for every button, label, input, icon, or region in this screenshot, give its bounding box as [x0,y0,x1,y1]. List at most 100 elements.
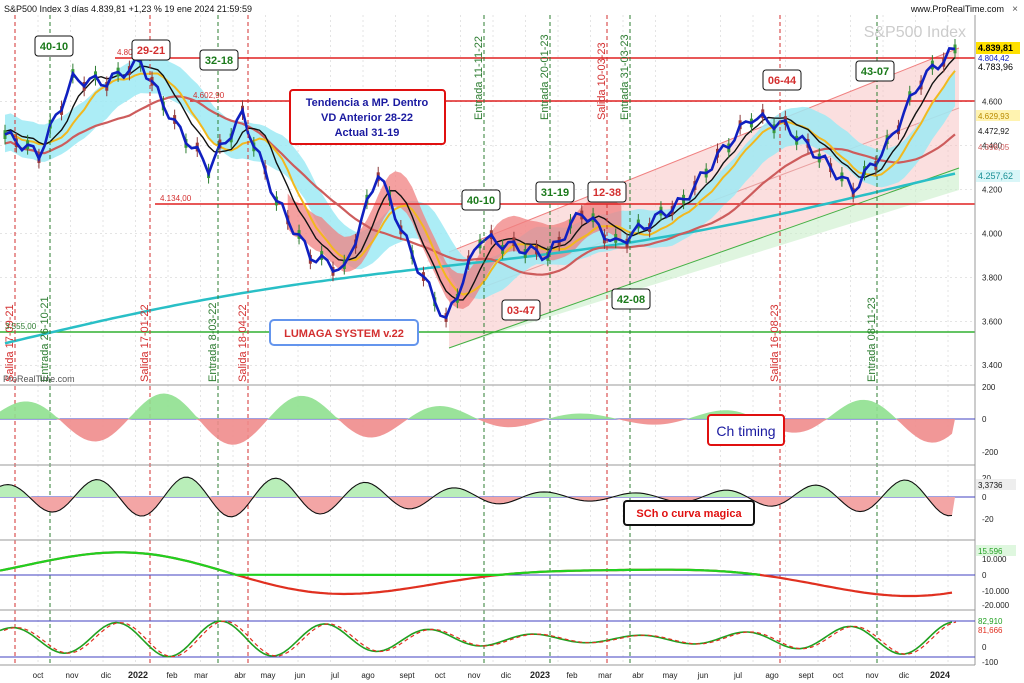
signal-label: Salida 18-04-22 [237,304,249,382]
signal-tag: 31-19 [541,187,569,199]
price-close: 4.783,96 [978,62,1013,72]
y-tick-label: 20 [982,474,991,483]
y-tick-label: 0 [982,571,987,580]
labels: S&P500 Index 3 días 4.839,81 +1,23 % 19 … [3,4,1020,680]
x-tick-label: dic [501,671,511,680]
signal-tag-box [611,288,651,310]
x-tick-label: jul [330,671,339,680]
sub-panels [0,15,976,666]
kijun-line [4,57,956,301]
p4-line-dash [3,620,957,658]
trend-textbox: Tendencia a MP. Dentro VD Anterior 28-22… [289,89,446,145]
y-tick-label: -20.000 [982,601,1010,610]
x-tick-label: sept [399,671,415,680]
signal-label: Salida 17-01-22 [139,304,151,382]
x-tick-label: oct [833,671,844,680]
x-tick-label: ago [361,671,375,680]
signal-tag-box [587,181,627,203]
y-tick-label: -10.000 [982,587,1010,596]
y-tick-label: 0 [982,493,987,502]
signal-tag: 06-44 [768,75,797,87]
y-tick-label: 3.400 [982,361,1003,370]
ma-slow-line [4,172,956,345]
signal-tag: 12-38 [593,187,621,199]
x-tick-label: sept [798,671,814,680]
signal-label: Entrada 08-11-23 [866,297,878,382]
y-tick-label: -200 [982,448,999,457]
timing-label: Ch timing [716,423,775,439]
signal-tag: 32-18 [205,55,233,67]
timing-label-box: Ch timing [707,414,785,446]
sch-line [0,476,953,518]
x-tick-label: jun [697,671,709,680]
y-tick-label: 4.200 [982,186,1003,195]
p3-line-green [0,551,761,577]
price-ma200: 4.257,62 [978,171,1013,181]
x-tick-label: dic [101,671,111,680]
x-tick-label: abr [632,671,644,680]
candle-body [953,44,957,54]
signal-tag-box [199,49,239,71]
x-tick-label: mar [194,671,208,680]
trend-line-3: Actual 31-19 [335,127,400,139]
signal-label: Entrada 8-03-22 [207,303,219,383]
x-tick-label: oct [33,671,44,680]
y-tick-label: -100 [982,658,999,667]
p4-value-1: 82,910 [978,617,1003,626]
signal-tag-box [855,60,895,82]
timing-negative-area [0,419,955,445]
y-ticks: 4.6004.4004.2004.0003.8003.6003.4002000-… [982,98,1010,667]
price-p3: 4.398,05 [978,143,1010,152]
signal-tag: 29-21 [137,45,165,57]
signal-tag-box [762,69,802,91]
sch-label: SCh o curva magica [636,508,742,520]
tags: 40-10 29-21 32-18 40-10 31-19 12-38 03-47 42-08… [34,35,895,321]
x-tick-label: jul [733,671,742,680]
y-tick-label: 3.600 [982,317,1003,326]
p4-line-solid [0,620,953,658]
p4-value-2: 81,666 [978,626,1003,635]
signal-label: Entrada 31-03-23 [619,34,631,120]
x-tick-label: dic [899,671,909,680]
sch-negative-area [0,497,955,517]
y-tick-label: 200 [982,383,996,392]
signal-label: Salida 17-09-21 [4,304,16,382]
signal-tag-box [501,299,541,321]
y-tick-label: 0 [982,415,987,424]
price-p1: 4.629,93 [978,112,1010,121]
signals: Salida 17-09-21 Entrada 26-10-21 Salida 17… [4,15,878,665]
signal-label: Salida 16-08-23 [769,304,781,382]
signal-tag-box [131,39,171,61]
x-tick-label: mar [598,671,612,680]
x-tick-label: nov [468,671,481,680]
x-tick-label: may [662,671,677,680]
y-tick-label: 0 [982,643,987,652]
channel-upper-line [448,47,960,253]
signal-tag-box [461,189,501,211]
chart-title: S&P500 Index 3 días 4.839,81 +1,23 % 19 … [4,4,252,14]
y-tick-label: 4.000 [982,229,1003,238]
x-axis: oct nov dic 2022 feb mar abr may jun jul ago sept oc… [33,670,950,680]
signal-label: Entrada 11-11-22 [473,36,485,120]
x-tick-label: nov [866,671,879,680]
price-upper: 4.804,42 [978,54,1010,63]
signal-label: Entrada 26-10-21 [39,296,51,382]
signal-tag-box [535,181,575,203]
x-tick-label: oct [435,671,446,680]
sch-label-box: SCh o curva magica [623,500,755,526]
lumaga-box: LUMAGA SYSTEM v.22 [269,319,419,346]
signal-tag: 43-07 [861,66,889,78]
x-tick-label: abr [234,671,246,680]
lumaga-label: LUMAGA SYSTEM v.22 [284,328,404,340]
close-icon[interactable]: × [1012,4,1018,15]
level-label-4602: 4.602,90 [193,91,225,100]
level-label-3555: 3.555,00 [5,322,37,331]
signal-tag: 40-10 [467,195,495,207]
x-tick-label: 2023 [530,670,550,680]
x-tick-label: feb [566,671,578,680]
timing-positive-area [0,393,955,419]
signal-tag-box [34,35,74,57]
level-label-4134: 4.134,00 [160,194,192,203]
y-tick-label: -20 [982,515,994,524]
